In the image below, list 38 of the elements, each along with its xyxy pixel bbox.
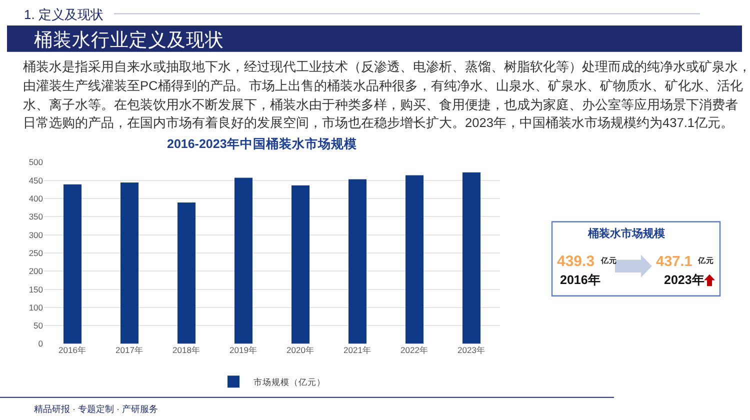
- x-tick-label: 2022年: [400, 345, 428, 356]
- x-tick-label: 2019年: [230, 345, 258, 356]
- bar: [120, 182, 139, 344]
- bar: [63, 184, 82, 344]
- y-tick-label: 450: [28, 175, 44, 186]
- bar: [291, 185, 310, 344]
- y-tick-label: 350: [28, 212, 44, 222]
- y-tick-label: 400: [28, 193, 44, 204]
- text: 2016年: [560, 273, 601, 287]
- text: 2023年: [664, 273, 705, 287]
- x-tick-label: 2020年: [286, 345, 314, 356]
- chart-title: 2016-2023年中国桶装水市场规模: [167, 136, 357, 151]
- text: 精品研报 · 专题定制 · 产研服务: [34, 404, 158, 414]
- y-tick-label: 100: [28, 302, 44, 312]
- y-tick-label: 0: [38, 338, 44, 349]
- y-tick-label: 50: [34, 320, 44, 331]
- y-tick-label: 200: [28, 266, 44, 276]
- text: 桶装水行业定义及现状: [34, 29, 224, 50]
- x-tick-label: 2018年: [172, 345, 200, 356]
- x-tick-label: 2016年: [58, 345, 86, 356]
- y-tick-label: 300: [28, 230, 44, 240]
- bar: [234, 178, 253, 344]
- y-tick-label: 500: [28, 157, 44, 168]
- text: 437.1: [656, 254, 692, 270]
- y-tick-label: 150: [28, 284, 44, 294]
- bar: [348, 179, 367, 344]
- x-tick-label: 2023年: [458, 345, 486, 356]
- text: 桶装水市场规模: [587, 227, 666, 240]
- bar: [177, 202, 196, 344]
- text: 1. 定义及现状: [24, 7, 104, 22]
- legend-label: 市场规模（亿元）: [254, 376, 326, 387]
- y-tick-label: 250: [28, 248, 44, 258]
- text: 439.3: [557, 253, 595, 270]
- bar: [405, 175, 424, 344]
- x-tick-label: 2017年: [116, 345, 144, 356]
- x-tick-label: 2021年: [344, 345, 372, 356]
- text: 桶装水是指采用自来水或抽取地下水，经过现代工业技术（反渗透、电渗析、蒸馏、树脂软化等）处理而成的纯净水或矿泉水，由灌装生产线灌装至PC桶得到的产品。市场上出售的桶装水品种很多，有纯净水、山泉水、矿泉水、矿物质水、矿化水、活化水、离子水等。在包装饮用水不断发展下，桶装水由于种类多样，购买、食用便捷，也成为家庭、办公室等应用场景下消费者日常选购的产品，在国内市场有着良好的发展空间，市场也在稳步增长扩大。2023年，中国桶装水市场规模约为437.1亿元。: [23, 59, 750, 130]
- bar: [462, 172, 481, 344]
